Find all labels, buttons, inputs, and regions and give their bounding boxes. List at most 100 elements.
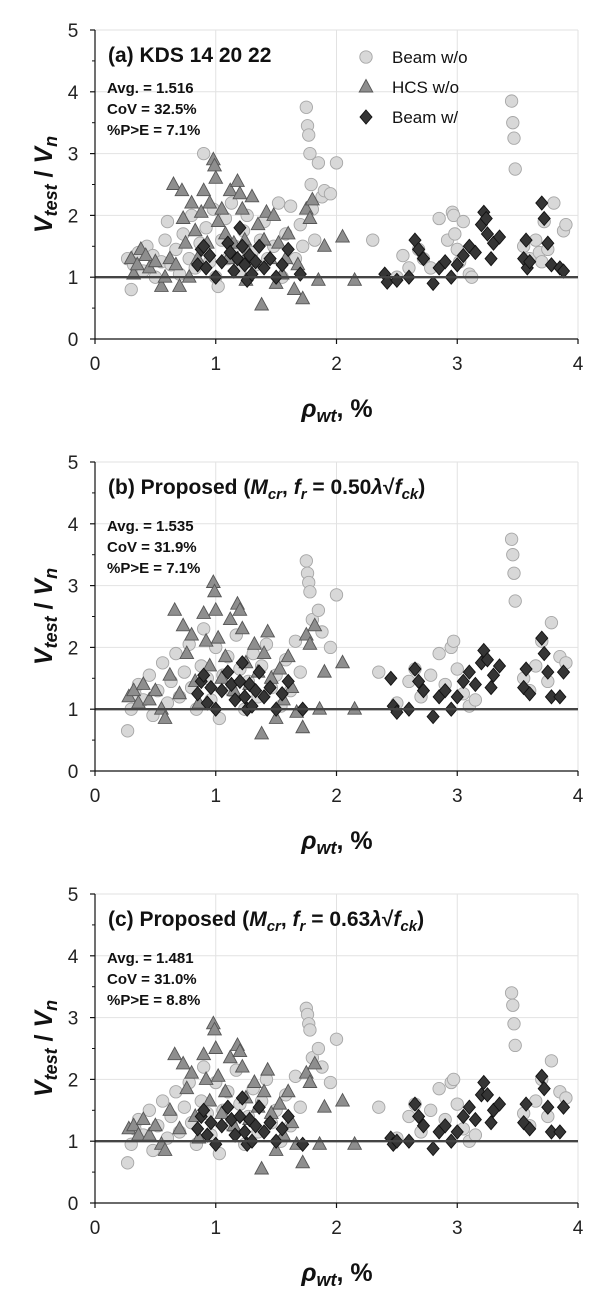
title-part: f — [294, 476, 303, 499]
data-point — [492, 658, 507, 674]
data-point — [256, 645, 272, 660]
data-point — [553, 1124, 567, 1140]
data-point — [302, 128, 316, 142]
data-point — [169, 242, 183, 257]
data-point — [438, 254, 452, 270]
data-point — [456, 673, 470, 690]
title-part: , % — [337, 827, 373, 855]
data-point — [135, 1111, 151, 1126]
legend-label: HCS w/o — [392, 78, 459, 97]
stat-line: Avg. = 1.516 — [107, 80, 194, 97]
data-point — [208, 169, 224, 184]
data-point — [293, 218, 307, 232]
title-part: n — [41, 568, 61, 579]
data-point — [334, 654, 351, 669]
data-point — [312, 1135, 328, 1150]
data-point — [432, 646, 446, 661]
x-axis-label: ρwt, % — [300, 395, 372, 426]
data-point — [142, 1103, 156, 1117]
data-point — [450, 662, 464, 676]
y-tick-label: 4 — [68, 515, 79, 536]
data-point — [191, 1129, 207, 1144]
data-point — [480, 1087, 495, 1103]
data-point — [197, 622, 211, 636]
data-point — [256, 1083, 272, 1098]
data-point — [197, 667, 211, 683]
data-point — [120, 1156, 135, 1170]
y-tick-label: 4 — [68, 83, 79, 104]
data-point — [480, 652, 495, 668]
data-point — [323, 187, 338, 201]
data-point — [426, 708, 440, 725]
data-point — [446, 1072, 461, 1087]
title-part: = 0.50 — [307, 476, 372, 499]
data-point — [222, 182, 238, 197]
data-point — [215, 1118, 229, 1134]
data-point — [157, 268, 173, 283]
y-tick-label: 0 — [68, 1194, 79, 1215]
y-tick-label: 3 — [68, 145, 79, 166]
data-point — [275, 686, 289, 702]
data-point — [372, 1100, 386, 1114]
data-point — [504, 986, 519, 1000]
data-point — [177, 1100, 192, 1114]
title-part: n — [41, 1000, 61, 1011]
data-point — [147, 253, 163, 268]
data-point — [537, 210, 551, 227]
title-part: , % — [337, 395, 373, 423]
data-point — [424, 1103, 438, 1117]
data-point — [281, 673, 295, 690]
data-point — [541, 1099, 555, 1115]
data-point — [384, 670, 398, 686]
data-point — [120, 724, 135, 738]
x-axis-label: ρwt, % — [300, 1259, 372, 1290]
data-point — [477, 1074, 491, 1091]
legend-marker-diamond — [359, 109, 373, 125]
data-point — [456, 1108, 470, 1125]
data-point — [177, 665, 192, 679]
data-point — [184, 194, 200, 209]
data-point — [293, 665, 307, 679]
data-point — [260, 1061, 276, 1076]
data-point — [175, 1055, 191, 1070]
data-point — [547, 196, 561, 210]
data-point — [233, 220, 247, 236]
data-point — [347, 700, 363, 715]
data-point — [204, 679, 218, 696]
data-point — [507, 566, 521, 580]
data-point — [323, 1075, 338, 1090]
data-point — [263, 679, 277, 696]
data-point — [178, 234, 194, 249]
data-point — [141, 691, 157, 706]
data-point — [347, 1135, 363, 1150]
data-point — [217, 1083, 233, 1098]
data-point — [202, 1092, 218, 1107]
data-point — [366, 233, 380, 247]
data-point — [233, 1108, 247, 1125]
title-part: ρ — [300, 827, 316, 855]
x-tick-label: 3 — [452, 354, 463, 375]
title-part: (a) KDS 14 20 22 — [108, 44, 271, 67]
data-point — [214, 200, 230, 215]
chart-panel-a: 0 1 2 3 4 0 1 2 3 4 5 Vtest / Vn ρwt, % (a) KDS 14 20… — [30, 21, 584, 426]
title-part: λ — [369, 908, 382, 931]
data-point — [246, 635, 262, 650]
data-point — [252, 664, 266, 680]
y-tick-label: 0 — [68, 330, 79, 351]
data-point — [316, 1098, 332, 1113]
data-point — [484, 679, 498, 696]
data-point — [450, 689, 464, 705]
data-point — [244, 188, 260, 203]
data-point — [316, 237, 332, 252]
x-tick-label: 1 — [210, 354, 221, 375]
data-point — [198, 1070, 214, 1085]
y-tick-label: 3 — [68, 1009, 79, 1030]
data-point — [537, 645, 551, 662]
title-part: f — [293, 908, 302, 931]
data-point — [224, 196, 239, 210]
title-part: wt — [317, 406, 338, 426]
data-point — [263, 1114, 277, 1131]
data-point — [271, 196, 286, 210]
title-part: ck — [400, 918, 417, 935]
data-point — [559, 218, 573, 232]
